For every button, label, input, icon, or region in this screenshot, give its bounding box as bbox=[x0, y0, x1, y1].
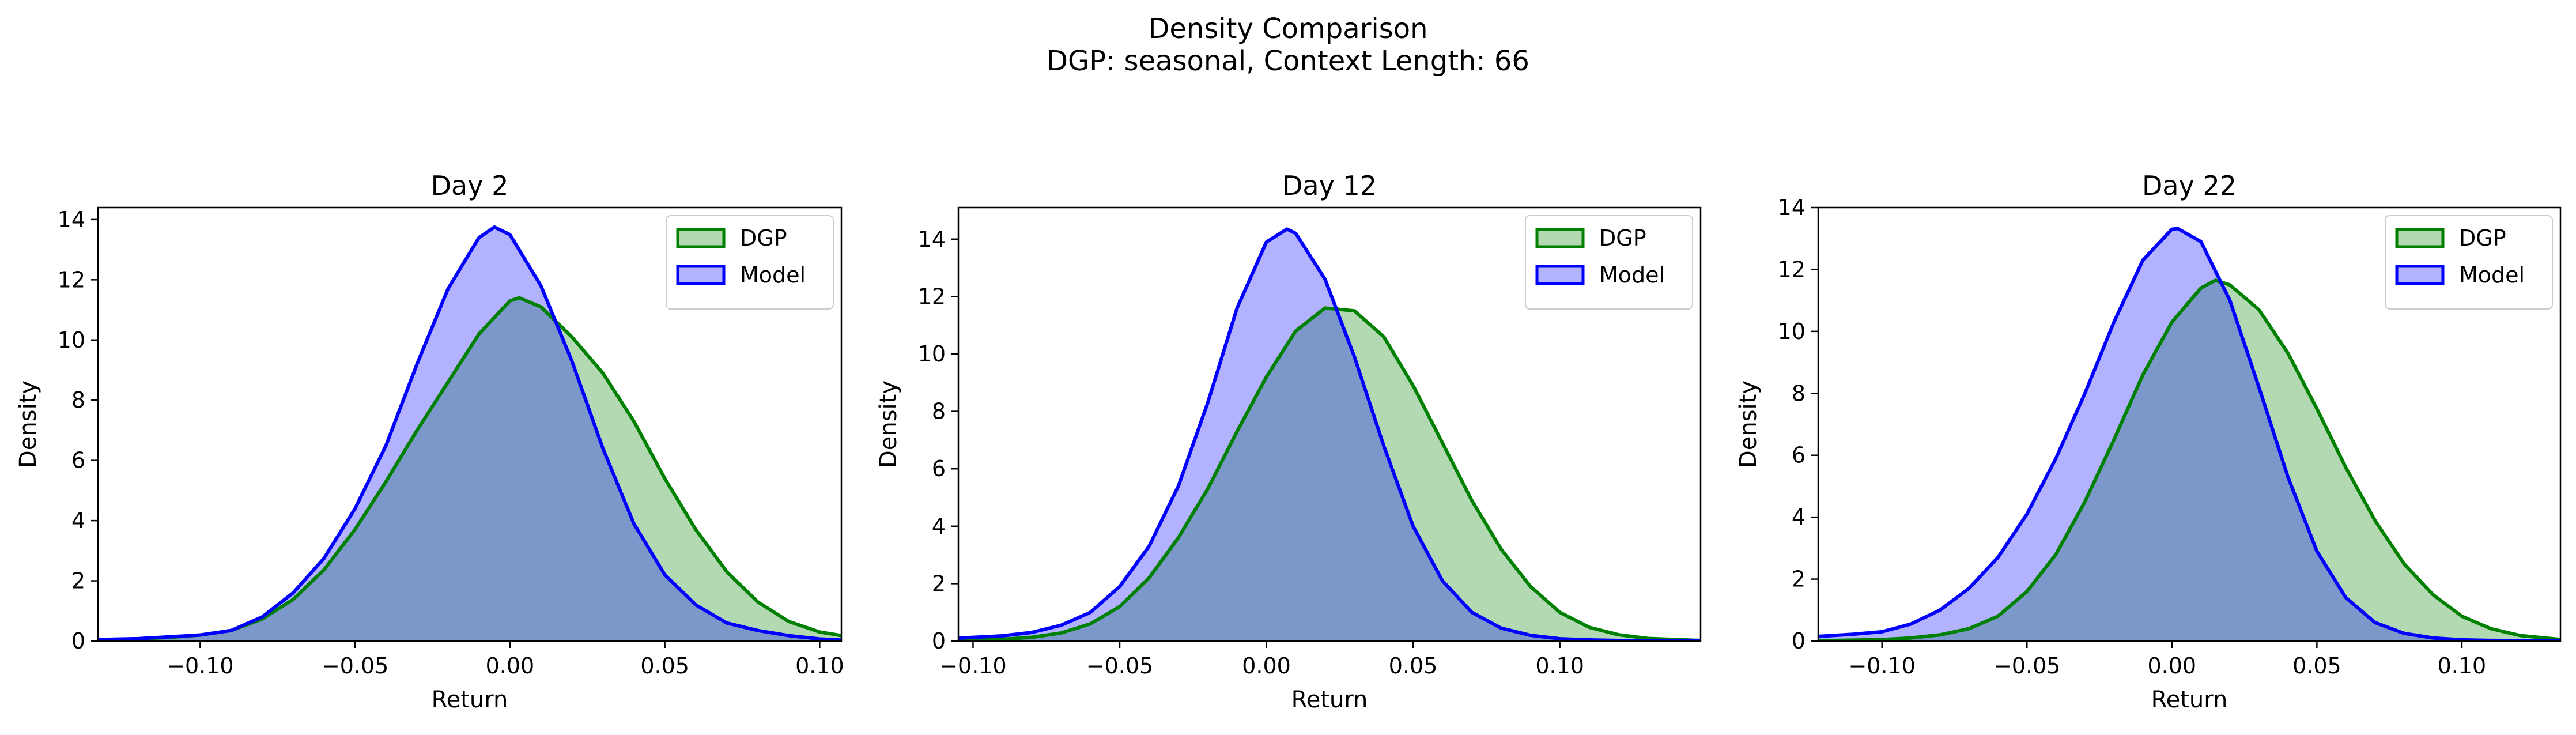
area-fill-dgp bbox=[958, 308, 1701, 641]
plot-frame bbox=[1817, 206, 2562, 642]
series-line-model bbox=[98, 225, 841, 641]
y-tick-label: 2 bbox=[932, 571, 946, 596]
y-tick-label: 0 bbox=[932, 628, 946, 654]
y-tick-label: 4 bbox=[1792, 504, 1806, 530]
y-axis-label: Density bbox=[1735, 380, 1762, 468]
legend-swatch-dgp bbox=[2395, 228, 2445, 248]
x-tick-label: 0.00 bbox=[2148, 653, 2197, 679]
chart-panel-2: −0.10 −0.05 0.00 0.05 0.10 0 2 4 6 8 10 12 14 Day 12 R… bbox=[875, 170, 1702, 713]
plot-area bbox=[958, 227, 1701, 641]
legend: DGP Model bbox=[666, 215, 834, 310]
series-line-model bbox=[1818, 227, 2560, 641]
chart-panel-3: −0.10 −0.05 0.00 0.05 0.10 0 2 4 6 8 10 12 14 Day 22 R… bbox=[1735, 170, 2562, 713]
x-axis-label: Return bbox=[432, 687, 508, 713]
y-tick-label: 14 bbox=[58, 207, 85, 232]
area-fill-model bbox=[1818, 228, 2560, 641]
x-tick-label: −0.05 bbox=[322, 653, 388, 679]
legend-box bbox=[2385, 215, 2553, 310]
plot-area bbox=[1818, 227, 2560, 641]
y-tick-label: 0 bbox=[1792, 628, 1806, 654]
y-tick-label: 6 bbox=[1792, 443, 1806, 468]
legend-swatch-dgp bbox=[676, 228, 726, 248]
plot-frame bbox=[957, 206, 1702, 642]
legend-label-dgp: DGP bbox=[1599, 225, 1646, 251]
legend-swatch-model bbox=[676, 265, 726, 285]
x-tick-label: −0.05 bbox=[1086, 653, 1153, 679]
y-tick-label: 14 bbox=[1778, 195, 1806, 220]
legend-box bbox=[666, 215, 834, 310]
y-tick-label: 8 bbox=[932, 399, 946, 424]
legend-box bbox=[1525, 215, 1693, 310]
panel-title: Day 12 bbox=[1282, 170, 1377, 201]
figure-title-line2: DGP: seasonal, Context Length: 66 bbox=[1047, 45, 1529, 77]
x-tick-label: 0.05 bbox=[640, 653, 689, 679]
area-fill-model bbox=[958, 229, 1701, 641]
y-tick-label: 12 bbox=[58, 267, 85, 292]
legend-label-model: Model bbox=[2459, 262, 2525, 288]
series-line-model bbox=[958, 227, 1701, 641]
legend-swatch-dgp bbox=[1535, 228, 1585, 248]
x-tick-label: −0.10 bbox=[167, 653, 233, 679]
legend-swatch-model bbox=[1535, 265, 1585, 285]
x-tick-label: −0.10 bbox=[939, 653, 1006, 679]
area-fill-dgp bbox=[98, 297, 841, 641]
panel-title: Day 22 bbox=[2142, 170, 2237, 201]
x-tick-label: −0.10 bbox=[1848, 653, 1915, 679]
y-tick-label: 2 bbox=[71, 568, 85, 594]
panels-group: −0.10 −0.05 0.00 0.05 0.10 0 2 4 6 8 10 12 14 Day 2 Re… bbox=[15, 170, 2562, 713]
y-tick-label: 10 bbox=[58, 327, 85, 353]
y-tick-label: 6 bbox=[71, 448, 85, 473]
legend-label-model: Model bbox=[1599, 262, 1665, 288]
area-fill-model bbox=[98, 227, 841, 641]
series-line-dgp bbox=[958, 306, 1701, 641]
x-tick-label: 0.00 bbox=[1242, 653, 1291, 679]
chart-panel-1: −0.10 −0.05 0.00 0.05 0.10 0 2 4 6 8 10 12 14 Day 2 Re… bbox=[15, 170, 844, 713]
series-line-dgp bbox=[1818, 278, 2560, 641]
x-tick-label: 0.10 bbox=[795, 653, 844, 679]
y-tick-label: 0 bbox=[71, 628, 85, 654]
y-tick-label: 8 bbox=[71, 387, 85, 413]
legend-label-dgp: DGP bbox=[2459, 225, 2506, 251]
legend: DGP Model bbox=[2385, 215, 2553, 310]
panel-title: Day 2 bbox=[431, 170, 509, 201]
legend: DGP Model bbox=[1525, 215, 1693, 310]
y-tick-label: 4 bbox=[932, 514, 946, 539]
x-tick-label: 0.05 bbox=[1389, 653, 1438, 679]
y-axis-label: Density bbox=[875, 380, 902, 468]
y-tick-label: 10 bbox=[1778, 319, 1806, 344]
y-tick-label: 6 bbox=[932, 456, 946, 481]
x-tick-label: 0.00 bbox=[486, 653, 535, 679]
x-tick-label: 0.05 bbox=[2292, 653, 2341, 679]
plot-area bbox=[98, 225, 841, 641]
y-tick-label: 8 bbox=[1792, 380, 1806, 406]
x-tick-label: 0.10 bbox=[2438, 653, 2487, 679]
x-tick-label: −0.05 bbox=[1993, 653, 2060, 679]
area-fill-dgp bbox=[1818, 280, 2560, 641]
y-tick-label: 4 bbox=[71, 508, 85, 533]
y-tick-label: 2 bbox=[1792, 567, 1806, 592]
legend-swatch-model bbox=[2395, 265, 2445, 285]
legend-label-dgp: DGP bbox=[740, 225, 787, 251]
x-axis-label: Return bbox=[2151, 687, 2228, 713]
y-tick-label: 14 bbox=[918, 227, 946, 252]
y-tick-label: 12 bbox=[918, 284, 946, 309]
y-tick-label: 10 bbox=[918, 341, 946, 367]
x-tick-label: 0.10 bbox=[1535, 653, 1584, 679]
legend-label-model: Model bbox=[740, 262, 806, 288]
x-axis-label: Return bbox=[1291, 687, 1368, 713]
y-tick-label: 12 bbox=[1778, 257, 1806, 282]
y-axis-label: Density bbox=[15, 380, 41, 468]
plot-frame bbox=[97, 206, 843, 642]
figure-title-line1: Density Comparison bbox=[1148, 13, 1427, 45]
